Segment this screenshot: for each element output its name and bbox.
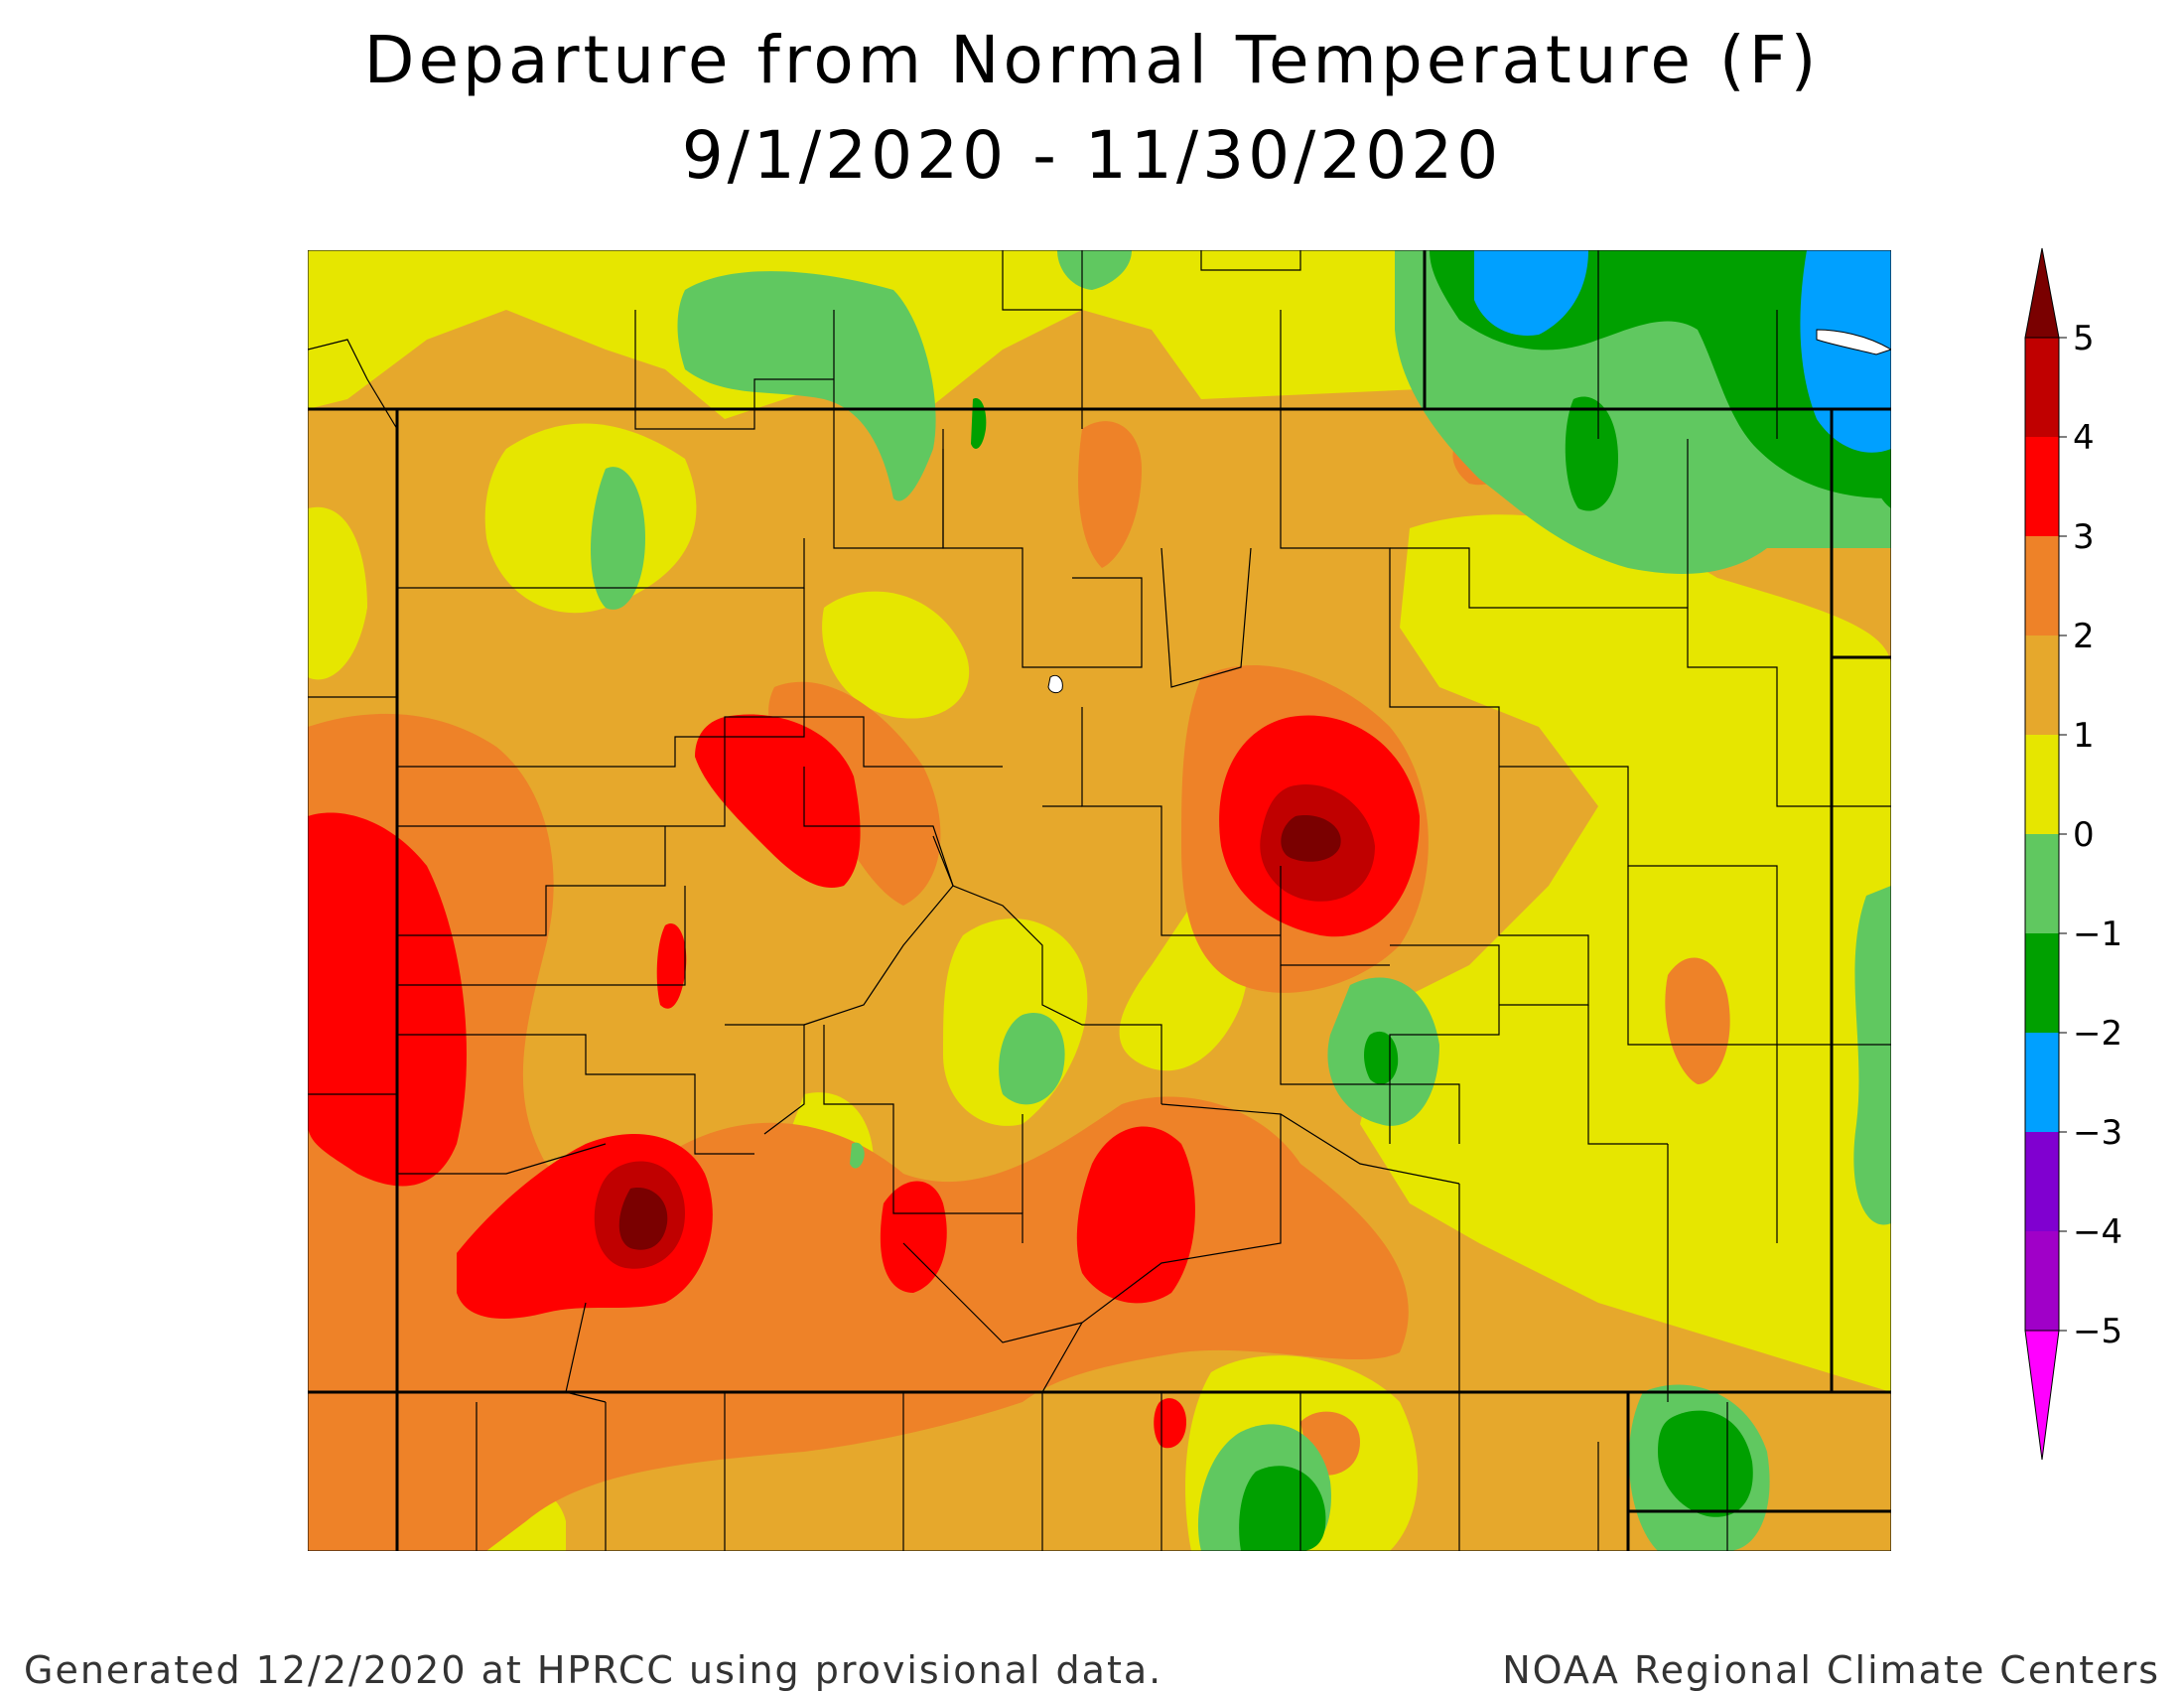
legend-tick-label: −4 — [2073, 1212, 2122, 1252]
legend-tick-label: 2 — [2073, 617, 2095, 656]
legend-tick-labels: 5 4 3 2 1 0 −1 −2 −3 −4 −5 — [2059, 319, 2122, 1351]
legend-band — [2025, 735, 2059, 834]
legend-band — [2025, 635, 2059, 735]
legend-tick-label: 0 — [2073, 815, 2095, 855]
zone-minus3-to-minus2 — [1474, 250, 1891, 453]
legend-band — [2025, 338, 2059, 437]
map-title: Departure from Normal Temperature (F) — [363, 22, 1821, 98]
legend-band — [2025, 933, 2059, 1033]
legend-band — [2025, 437, 2059, 536]
lake-shape — [1816, 329, 1891, 355]
generated-note: Generated 12/2/2020 at HPRCC using provi… — [24, 1648, 1163, 1692]
legend-tick-label: −2 — [2073, 1014, 2122, 1054]
legend-band — [2025, 1231, 2059, 1331]
temperature-departure-map — [308, 250, 1891, 1551]
color-legend: 5 4 3 2 1 0 −1 −2 −3 −4 −5 — [2024, 247, 2122, 1461]
legend-tick-label: 5 — [2073, 319, 2095, 358]
state-boundaries — [308, 250, 1891, 1551]
legend-tick-label: −3 — [2073, 1113, 2122, 1153]
county-boundaries — [308, 250, 1891, 1551]
legend-tick-label: −1 — [2073, 915, 2122, 954]
legend-tick-label: 1 — [2073, 716, 2095, 756]
lake-shape — [1047, 674, 1063, 694]
legend-band — [2025, 1033, 2059, 1132]
legend-tick-label: 4 — [2073, 418, 2095, 458]
legend-band — [2024, 1330, 2060, 1461]
zone-3-to-4 — [308, 714, 1420, 1449]
source-credit: NOAA Regional Climate Centers — [1502, 1648, 2160, 1692]
legend-tick-label: −5 — [2073, 1312, 2122, 1351]
legend-color-bands — [2024, 247, 2060, 1461]
legend-band — [2025, 834, 2059, 933]
zone-over-5 — [618, 815, 1341, 1250]
legend-band — [2024, 247, 2060, 339]
legend-tick-label: 3 — [2073, 517, 2095, 557]
map-date-range: 9/1/2020 - 11/30/2020 — [681, 117, 1503, 194]
legend-band — [2025, 1132, 2059, 1231]
legend-band — [2025, 536, 2059, 635]
